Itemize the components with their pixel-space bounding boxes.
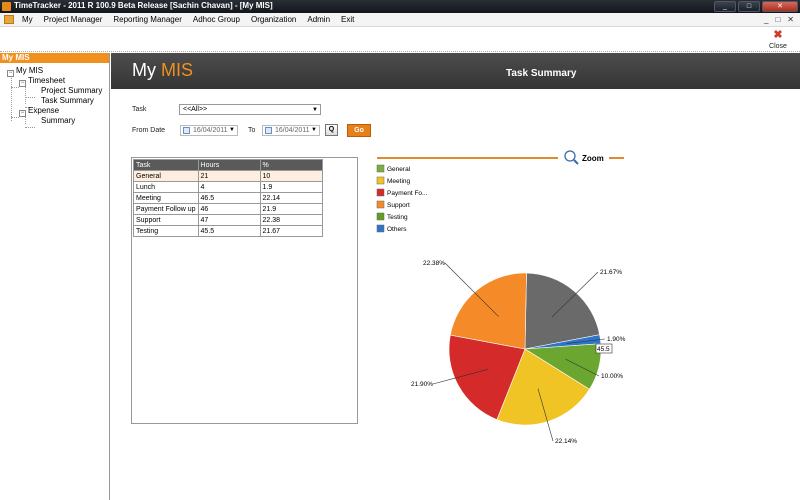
zoom-label: Zoom bbox=[582, 154, 604, 163]
pie-slice[interactable] bbox=[524, 272, 600, 350]
pie-data-label: 1.90% bbox=[607, 336, 626, 343]
legend-label: General bbox=[387, 166, 411, 173]
pie-data-label: 22.14% bbox=[555, 438, 577, 445]
tree-node-timesheet[interactable]: − Timesheet bbox=[19, 76, 66, 87]
table-row[interactable]: Payment Follow up 46 21.9 bbox=[133, 203, 323, 215]
calendar-icon bbox=[183, 127, 190, 134]
task-table: Task Hours % General 21 10 Lunch 4 1.9 Meeti… bbox=[133, 159, 323, 237]
sidebar: My MIS − My MIS − Timesheet Project Summar… bbox=[0, 53, 110, 500]
close-button[interactable]: ✖ Close bbox=[766, 29, 790, 51]
legend-label: Payment Fo... bbox=[387, 190, 428, 197]
chart-tooltip: 45.5 bbox=[597, 346, 610, 353]
zoom-button[interactable]: Zoom bbox=[564, 150, 604, 165]
tree-node-expense[interactable]: − Expense bbox=[19, 106, 60, 117]
app-icon bbox=[2, 2, 11, 11]
legend-swatch bbox=[376, 212, 385, 221]
legend-swatch bbox=[376, 200, 385, 209]
pie-slice[interactable] bbox=[448, 334, 526, 420]
from-date-picker[interactable]: 16/04/2011 ▼ bbox=[180, 125, 238, 136]
column-header-task[interactable]: Task bbox=[133, 159, 199, 171]
table-row[interactable]: Meeting 46.5 22.14 bbox=[133, 192, 323, 204]
go-button[interactable]: Go bbox=[347, 124, 371, 137]
page-subtitle: Task Summary bbox=[506, 68, 577, 79]
chevron-down-icon: ▼ bbox=[311, 127, 317, 133]
tree-node-summary[interactable]: Summary bbox=[41, 116, 76, 125]
pie-leader-line bbox=[432, 368, 489, 385]
table-row[interactable]: General 21 10 bbox=[133, 170, 323, 182]
menu-exit[interactable]: Exit bbox=[341, 15, 355, 24]
collapse-icon[interactable]: − bbox=[19, 80, 26, 87]
query-button[interactable]: Q bbox=[325, 124, 338, 136]
menu-admin[interactable]: Admin bbox=[307, 15, 331, 24]
column-header-percent[interactable]: % bbox=[259, 159, 323, 171]
pie-slice[interactable] bbox=[496, 348, 590, 426]
from-date-label: From Date bbox=[132, 127, 166, 134]
chevron-down-icon: ▼ bbox=[229, 127, 235, 133]
mdi-close-button[interactable]: ✕ bbox=[787, 15, 794, 24]
task-grid: Task Hours % General 21 10 Lunch 4 1.9 Meeti… bbox=[131, 157, 358, 424]
legend-label: Testing bbox=[387, 214, 408, 221]
task-select[interactable]: <<All>> ▼ bbox=[179, 104, 321, 115]
page-title: My MIS bbox=[132, 60, 194, 80]
chart-tooltip-box bbox=[595, 343, 613, 354]
column-header-hours[interactable]: Hours bbox=[197, 159, 261, 171]
maximize-button[interactable]: □ bbox=[738, 1, 760, 12]
menu-reporting-manager[interactable]: Reporting Manager bbox=[113, 15, 182, 24]
close-icon: ✖ bbox=[773, 29, 783, 41]
legend-swatch bbox=[376, 164, 385, 173]
pie-data-label: 21.67% bbox=[600, 269, 622, 276]
table-row[interactable]: Support 47 22.38 bbox=[133, 214, 323, 226]
collapse-icon[interactable]: − bbox=[7, 70, 14, 77]
pie-data-label: 10.00% bbox=[601, 373, 623, 380]
zoom-icon-handle bbox=[573, 159, 579, 165]
mdi-restore-button[interactable]: □ bbox=[775, 15, 781, 24]
chevron-down-icon: ▼ bbox=[312, 107, 318, 113]
tree-node-my-mis[interactable]: − My MIS bbox=[7, 66, 44, 77]
menu-my[interactable]: My bbox=[22, 15, 33, 24]
page-banner: My MIS Task Summary bbox=[111, 53, 800, 89]
table-row[interactable]: Lunch 4 1.9 bbox=[133, 181, 323, 193]
collapse-icon[interactable]: − bbox=[19, 110, 26, 117]
to-date-label: To bbox=[248, 127, 256, 134]
legend-swatch bbox=[376, 224, 385, 233]
window-title: TimeTracker - 2011 R 100.9 Beta Release … bbox=[14, 1, 273, 10]
tree-node-project-summary[interactable]: Project Summary bbox=[41, 86, 103, 95]
task-pie-chart: Zoom General Meeting Payment Fo... Support Te… bbox=[376, 150, 626, 445]
legend-swatch bbox=[376, 176, 385, 185]
pie-data-label: 21.90% bbox=[411, 381, 433, 388]
pie-slice[interactable] bbox=[449, 272, 527, 350]
minimize-button[interactable]: _ bbox=[714, 1, 736, 12]
sidebar-header: My MIS bbox=[0, 53, 109, 63]
pie-data-label: 22.38% bbox=[423, 260, 445, 267]
pie-leader-line bbox=[537, 388, 554, 442]
menu-adhoc-group[interactable]: Adhoc Group bbox=[192, 15, 240, 24]
menu-bar: My Project Manager Reporting Manager Adh… bbox=[0, 13, 800, 27]
legend-label: Others bbox=[387, 226, 407, 233]
legend-label: Support bbox=[387, 202, 410, 209]
menu-app-icon[interactable] bbox=[4, 15, 14, 24]
table-header-row: Task Hours % bbox=[133, 159, 323, 171]
task-label: Task bbox=[132, 106, 147, 113]
close-label: Close bbox=[769, 43, 787, 50]
calendar-icon bbox=[265, 127, 272, 134]
toolbar: ✖ Close bbox=[0, 28, 800, 52]
legend-swatch bbox=[376, 188, 385, 197]
pie-leader-line bbox=[566, 338, 606, 344]
title-bar: TimeTracker - 2011 R 100.9 Beta Release … bbox=[0, 0, 800, 13]
zoom-icon bbox=[564, 150, 576, 162]
legend-label: Meeting bbox=[387, 178, 411, 185]
tree-node-task-summary[interactable]: Task Summary bbox=[41, 96, 94, 105]
pie-leader-line bbox=[444, 262, 499, 317]
menu-project-manager[interactable]: Project Manager bbox=[43, 15, 103, 24]
table-row[interactable]: Testing 45.5 21.67 bbox=[133, 225, 323, 237]
menu-organization[interactable]: Organization bbox=[251, 15, 297, 24]
close-window-button[interactable]: ✕ bbox=[762, 1, 798, 12]
mdi-minimize-button[interactable]: _ bbox=[764, 15, 769, 24]
pie-leader-line bbox=[565, 358, 600, 377]
pie-leader-line bbox=[551, 271, 599, 318]
to-date-picker[interactable]: 16/04/2011 ▼ bbox=[262, 125, 320, 136]
main-content: My MIS Task Summary Task <<All>> ▼ From D… bbox=[111, 53, 800, 500]
